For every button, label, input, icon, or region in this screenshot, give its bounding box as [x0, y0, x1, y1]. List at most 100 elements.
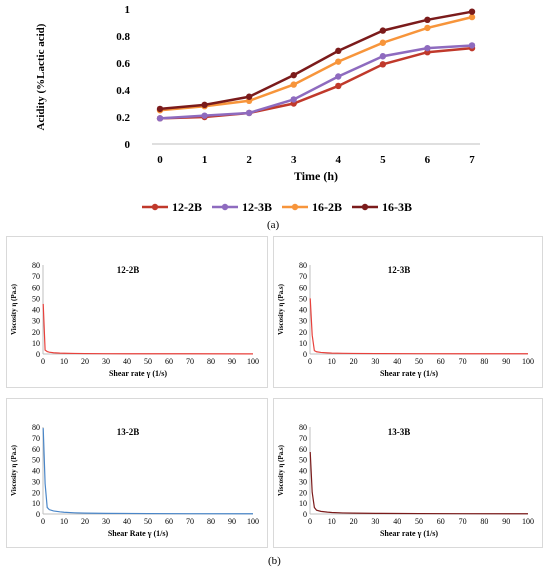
x-tick-label: 20	[81, 517, 89, 526]
x-tick-label: 30	[102, 517, 110, 526]
y-tick-label: 50	[299, 456, 307, 465]
x-tick-label: 0	[41, 517, 45, 526]
data-point-12-3B	[468, 42, 476, 49]
y-tick-label: 50	[299, 294, 307, 303]
x-axis-title: Shear rate γ (1/s)	[109, 369, 167, 378]
x-tick-label: 80	[207, 357, 215, 366]
data-point-12-3B	[156, 115, 164, 122]
x-tick-label: 10	[60, 357, 68, 366]
y-axis-title: Viscosity η (Pa.s)	[277, 444, 285, 496]
x-tick-label: 0	[308, 517, 312, 526]
y-tick-label: 70	[299, 434, 307, 443]
x-tick-label: 7	[469, 154, 475, 166]
x-tick-label: 6	[425, 154, 431, 166]
legend-marker-12-2B	[151, 203, 159, 211]
legend-label-12-2B: 12-2B	[172, 200, 202, 214]
y-tick-label: 80	[32, 261, 40, 270]
y-tick-label: 0	[125, 139, 131, 151]
x-tick-label: 40	[393, 357, 401, 366]
y-tick-label: 0	[303, 350, 307, 359]
data-point-16-3B	[201, 101, 208, 109]
acidity-line-chart: Acidity (%Lactic acid) Time (h) 0 0.2 0.4 0…	[35, 4, 480, 183]
x-axis-title: Shear rate γ (1/s)	[380, 369, 438, 378]
x-tick-label: 50	[144, 357, 152, 366]
x-axis-title: Shear rate γ (1/s)	[380, 529, 438, 538]
x-tick-label: 40	[123, 357, 131, 366]
data-point-16-3B	[424, 16, 431, 23]
x-tick-label: 10	[60, 517, 68, 526]
y-axis-title: Viscosity η (Pa.s)	[277, 283, 285, 335]
data-point-16-2B	[379, 39, 387, 46]
y-tick-label: 30	[299, 477, 307, 486]
legend-svg: 12-2B 12-3B 16-2B 16-3B	[142, 200, 412, 214]
data-point-16-3B	[468, 8, 476, 15]
x-tick-label: 40	[123, 517, 131, 526]
data-point-16-2B	[424, 24, 431, 32]
y-tick-label: 1	[125, 4, 131, 16]
x-tick-label: 60	[165, 357, 173, 366]
chart-title: 12-3B	[388, 265, 411, 275]
x-tick-label: 70	[459, 357, 467, 366]
x-axis-title: Shear Rate γ (1/s)	[108, 529, 169, 538]
legend-label-16-2B: 16-2B	[312, 200, 342, 214]
y-tick-label: 70	[32, 272, 40, 281]
y-tick-label: 40	[299, 467, 307, 476]
legend-label-16-3B: 16-3B	[382, 200, 412, 214]
data-point-12-3B	[245, 109, 253, 117]
data-point-12-2B	[335, 82, 342, 90]
data-point-12-3B	[201, 112, 208, 119]
data-point-12-3B	[379, 53, 387, 60]
x-tick-label: 100	[522, 517, 534, 526]
x-tick-label: 30	[371, 357, 379, 366]
x-tick-label: 70	[459, 517, 467, 526]
caption-a: (a)	[267, 219, 280, 231]
x-tick-label: 30	[371, 517, 379, 526]
y-tick-label: 20	[299, 488, 307, 497]
y-tick-label: 0.6	[116, 58, 130, 70]
x-tick-label: 0	[308, 357, 312, 366]
viscosity-panel-13-3B: 0 10 20 30 40 50 60 70 80 0 10 20 30 40 50 60 70 80 90 100 S…	[273, 398, 543, 548]
y-tick-label: 80	[32, 423, 40, 432]
x-tick-label: 50	[415, 357, 423, 366]
x-tick-label: 60	[437, 517, 445, 526]
x-tick-label: 40	[393, 517, 401, 526]
y-tick-label: 10	[32, 339, 40, 348]
y-tick-label: 50	[32, 294, 40, 303]
legend: 12-2B 12-3B 16-2B 16-3B	[0, 198, 550, 216]
legend-marker-16-2B	[291, 203, 299, 211]
data-point-12-3B	[290, 96, 297, 103]
x-tick-label: 100	[247, 357, 259, 366]
x-tick-label: 60	[165, 517, 173, 526]
x-tick-label: 1	[202, 154, 208, 166]
y-tick-label: 60	[32, 445, 40, 454]
x-tick-label: 20	[350, 357, 358, 366]
data-point-16-2B	[468, 13, 476, 21]
y-tick-label: 80	[299, 261, 307, 270]
chart-title: 12-2B	[117, 265, 140, 275]
x-tick-label: 80	[480, 357, 488, 366]
y-tick-label: 70	[299, 272, 307, 281]
viscosity-curve	[309, 298, 528, 355]
data-point-16-2B	[290, 81, 297, 88]
y-tick-label: 10	[32, 499, 40, 508]
y-tick-label: 40	[32, 306, 40, 315]
legend-label-12-3B: 12-3B	[242, 200, 272, 214]
viscosity-panel-12-2B: 0 10 20 30 40 50 60 70 80 0 10 20 30 40 50 60 70 80 90 100 S…	[6, 236, 268, 388]
legend-marker-12-3B	[221, 203, 229, 211]
y-axis-title: Viscosity η (Pa.s)	[10, 283, 18, 335]
y-tick-label: 0.4	[116, 85, 130, 97]
caption-b: (b)	[268, 555, 281, 567]
x-tick-label: 4	[336, 154, 342, 166]
legend-marker-16-3B	[361, 203, 369, 211]
x-tick-label: 50	[144, 517, 152, 526]
x-tick-label: 100	[522, 357, 534, 366]
x-tick-label: 20	[81, 357, 89, 366]
x-tick-label: 100	[247, 517, 259, 526]
data-point-16-3B	[335, 47, 342, 55]
x-tick-label: 90	[228, 517, 236, 526]
y-tick-label: 0	[36, 350, 40, 359]
y-tick-label: 30	[32, 477, 40, 486]
series-line-12-3B	[159, 44, 473, 120]
